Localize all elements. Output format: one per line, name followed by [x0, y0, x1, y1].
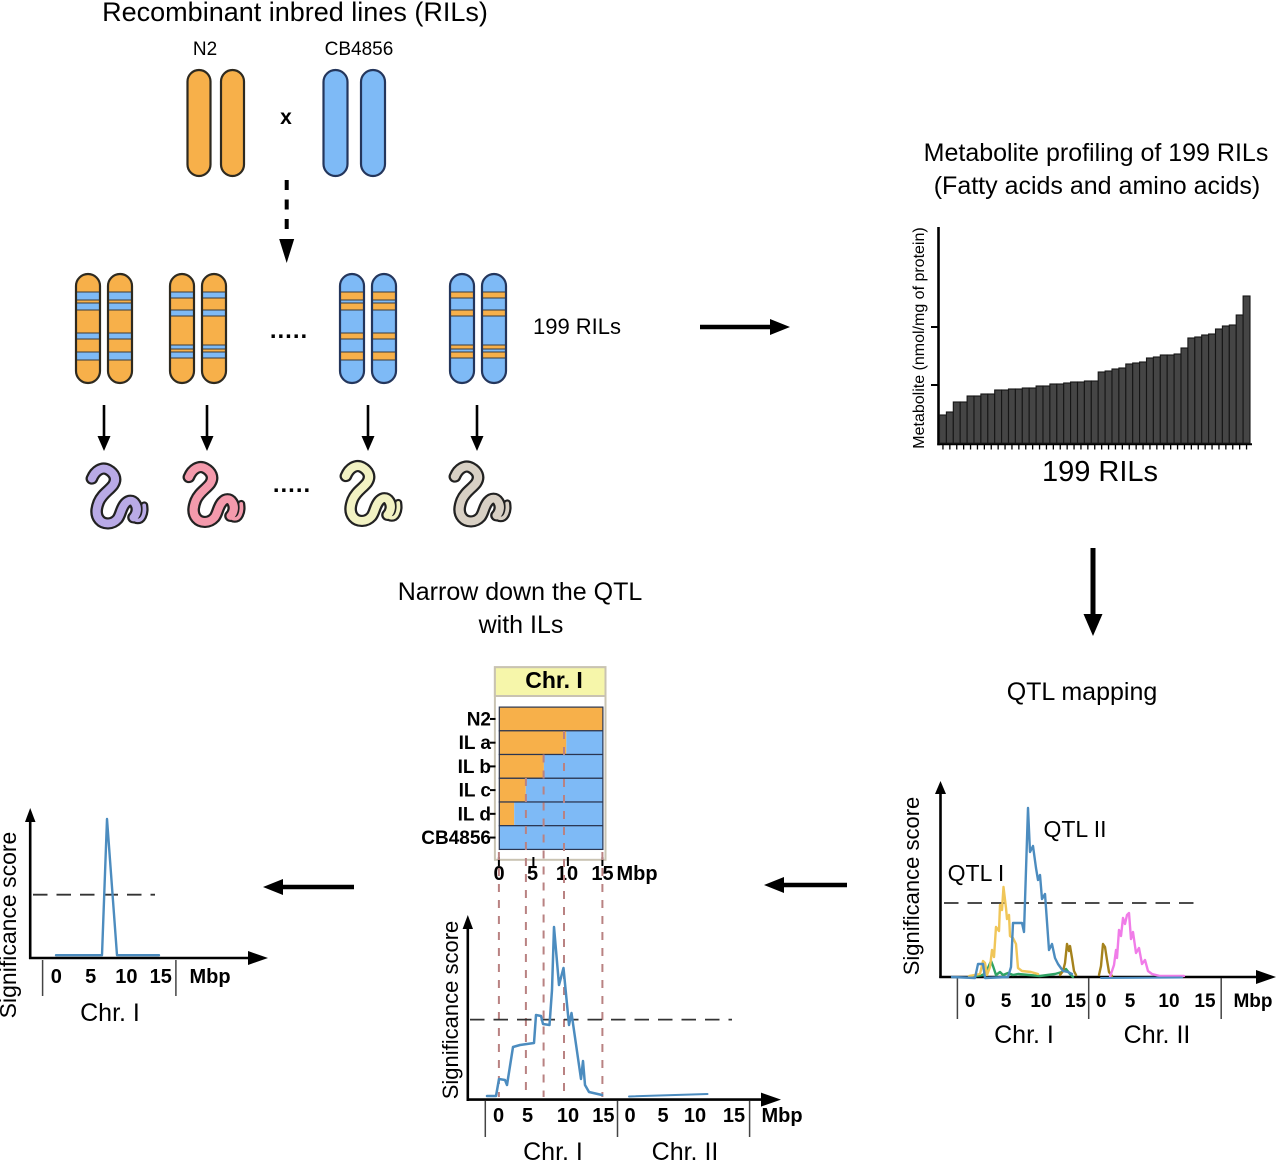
svg-text:5: 5 — [1001, 991, 1012, 1012]
svg-text:.....: ..... — [270, 317, 308, 344]
svg-text:15: 15 — [1065, 991, 1087, 1012]
svg-text:Chr. II: Chr. II — [652, 1138, 719, 1164]
svg-text:QTL mapping: QTL mapping — [1007, 678, 1158, 706]
svg-text:10: 10 — [557, 1105, 579, 1127]
svg-text:0: 0 — [51, 966, 62, 988]
svg-text:10: 10 — [115, 966, 137, 988]
svg-text:5: 5 — [1125, 991, 1136, 1012]
svg-text:Metabolite profiling of 199 RI: Metabolite profiling of 199 RILs — [924, 139, 1269, 167]
svg-text:Chr. I: Chr. I — [80, 999, 140, 1027]
svg-text:10: 10 — [1158, 991, 1179, 1012]
svg-text:IL c: IL c — [459, 781, 492, 802]
svg-text:5: 5 — [657, 1105, 668, 1127]
svg-text:15: 15 — [723, 1105, 745, 1127]
svg-text:QTL II: QTL II — [1043, 816, 1106, 842]
svg-text:Chr. I: Chr. I — [523, 1138, 583, 1164]
svg-text:199 RILs: 199 RILs — [533, 314, 621, 339]
svg-text:Significance score: Significance score — [899, 797, 924, 976]
svg-text:CB4856: CB4856 — [325, 39, 394, 60]
svg-text:199 RILs: 199 RILs — [1042, 456, 1158, 488]
svg-text:Chr. I: Chr. I — [994, 1021, 1054, 1049]
svg-text:IL a: IL a — [459, 733, 492, 754]
svg-text:Chr. II: Chr. II — [1124, 1021, 1191, 1049]
svg-text:Significance score: Significance score — [0, 832, 21, 1019]
svg-text:0: 0 — [493, 1105, 504, 1127]
svg-text:5: 5 — [527, 863, 538, 885]
svg-text:5: 5 — [522, 1105, 533, 1127]
svg-text:0: 0 — [965, 991, 976, 1012]
svg-text:15: 15 — [150, 966, 172, 988]
svg-text:N2: N2 — [193, 39, 217, 60]
svg-text:0: 0 — [1096, 991, 1107, 1012]
svg-text:N2: N2 — [467, 709, 491, 730]
svg-text:Metabolite (nmol/mg of protein: Metabolite (nmol/mg of protein) — [911, 227, 928, 448]
svg-text:Narrow down the QTL: Narrow down the QTL — [398, 578, 643, 606]
svg-text:5: 5 — [85, 966, 96, 988]
svg-text:Significance score: Significance score — [438, 921, 463, 1100]
svg-text:CB4856: CB4856 — [421, 828, 491, 849]
svg-text:IL d: IL d — [458, 804, 491, 825]
svg-text:Mbp: Mbp — [616, 863, 657, 885]
svg-text:QTL I: QTL I — [948, 860, 1005, 886]
svg-text:with ILs: with ILs — [478, 611, 564, 639]
svg-text:.....: ..... — [273, 471, 311, 498]
svg-text:10: 10 — [1030, 991, 1051, 1012]
svg-text:Mbp: Mbp — [189, 966, 230, 988]
svg-text:0: 0 — [624, 1105, 635, 1127]
svg-text:Recombinant inbred lines (RILs: Recombinant inbred lines (RILs) — [102, 0, 488, 27]
svg-text:IL b: IL b — [458, 757, 491, 778]
svg-text:Mbp: Mbp — [1233, 991, 1272, 1012]
svg-text:10: 10 — [684, 1105, 706, 1127]
svg-text:15: 15 — [592, 1105, 614, 1127]
svg-text:10: 10 — [556, 863, 578, 885]
svg-text:(Fatty acids and amino acids): (Fatty acids and amino acids) — [934, 172, 1261, 200]
svg-text:Mbp: Mbp — [761, 1105, 802, 1127]
svg-text:x: x — [280, 106, 292, 129]
svg-text:15: 15 — [1194, 991, 1216, 1012]
svg-text:Chr. I: Chr. I — [525, 667, 583, 693]
